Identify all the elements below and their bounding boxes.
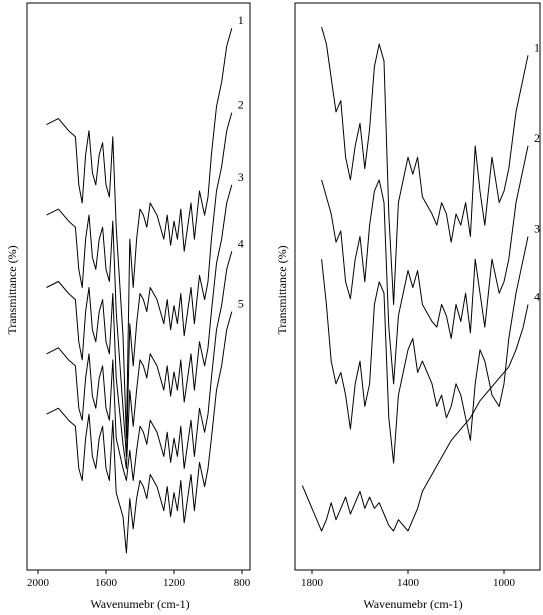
x-tick-label: 1600 xyxy=(95,577,118,589)
right-x-ticks: 1800 1400 1000 xyxy=(301,570,516,589)
series-4-label: 4 xyxy=(238,236,244,250)
series-4-label: 4 xyxy=(534,290,540,304)
series-2-label: 2 xyxy=(238,98,244,112)
series-3-line xyxy=(46,184,233,469)
series-1-line xyxy=(321,26,529,305)
series-2-label: 2 xyxy=(534,131,540,145)
left-y-axis-label: Transmittance (%) xyxy=(5,245,19,334)
right-y-axis-label: Transmittance (%) xyxy=(275,245,289,334)
series-2-line xyxy=(321,145,529,385)
right-traces: 1 2 3 4 xyxy=(301,26,540,532)
x-tick-label: 1000 xyxy=(493,577,516,589)
x-tick-label: 800 xyxy=(234,577,251,589)
series-1-line xyxy=(46,27,233,439)
left-x-axis-label: Wavenumebr (cm-1) xyxy=(90,597,189,611)
series-3-line xyxy=(321,236,529,464)
series-4-line xyxy=(46,251,233,481)
series-5-line xyxy=(46,311,233,554)
right-plot-frame xyxy=(294,2,541,571)
left-traces: 1 2 3 4 5 xyxy=(46,13,244,554)
series-4-line xyxy=(301,304,529,532)
series-1-label: 1 xyxy=(238,13,244,27)
x-tick-label: 1200 xyxy=(163,577,186,589)
x-tick-label: 1400 xyxy=(397,577,420,589)
left-plot-frame xyxy=(26,2,251,571)
series-2-line xyxy=(46,112,233,457)
x-tick-label: 2000 xyxy=(27,577,50,589)
series-3-label: 3 xyxy=(238,170,244,184)
right-panel: 1 2 3 4 1800 1400 1000 Transmittance (%) Wave… xyxy=(275,2,541,611)
series-3-label: 3 xyxy=(534,222,540,236)
series-5-label: 5 xyxy=(238,297,244,311)
right-x-axis-label: Wavenumebr (cm-1) xyxy=(363,597,462,611)
left-x-ticks: 2000 1600 1200 800 xyxy=(27,570,251,589)
x-tick-label: 1800 xyxy=(301,577,324,589)
series-1-label: 1 xyxy=(534,40,540,54)
